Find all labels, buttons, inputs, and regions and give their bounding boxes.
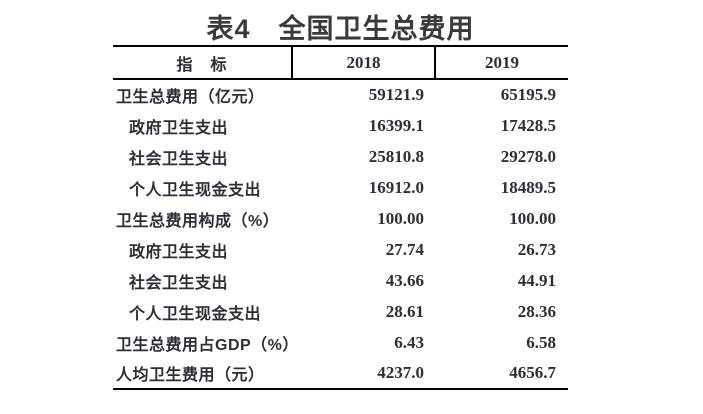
col-header-indicator: 指 标 bbox=[113, 45, 292, 80]
row-label: 政府卫生支出 bbox=[129, 243, 229, 261]
row-value-2019: 4656.7 bbox=[435, 358, 568, 390]
health-expenditure-table: 指 标 2018 2019 卫生总费用（亿元） 59121.9 65195.9 … bbox=[113, 45, 568, 390]
col-header-2018: 2018 bbox=[291, 45, 435, 80]
table-row: 卫生总费用占GDP（%） 6.43 6.58 bbox=[113, 327, 568, 358]
table-row: 个人卫生现金支出 28.61 28.36 bbox=[113, 296, 568, 327]
row-label: 卫生总费用占GDP（%） bbox=[116, 336, 299, 354]
row-value-2018: 28.61 bbox=[385, 301, 424, 321]
table-row: 人均卫生费用（元） 4237.0 4656.7 bbox=[113, 358, 568, 390]
table-title: 表4 全国卫生总费用 bbox=[206, 14, 475, 44]
row-value-2018: 4237.0 bbox=[292, 358, 435, 390]
row-value-2018: 43.66 bbox=[385, 270, 424, 290]
row-value-2019: 18489.5 bbox=[500, 177, 556, 197]
row-value-2019: 6.58 bbox=[526, 332, 556, 352]
table-row: 个人卫生现金支出 16912.0 18489.5 bbox=[113, 172, 568, 203]
row-label: 个人卫生现金支出 bbox=[129, 305, 262, 323]
row-label: 社会卫生支出 bbox=[129, 274, 229, 292]
row-label: 社会卫生支出 bbox=[129, 150, 229, 168]
table-row: 卫生总费用构成（%） 100.00 100.00 bbox=[113, 203, 568, 234]
col-header-2019: 2019 bbox=[434, 45, 568, 80]
table-row: 政府卫生支出 16399.1 17428.5 bbox=[113, 110, 568, 141]
table-row: 社会卫生支出 43.66 44.91 bbox=[113, 265, 568, 296]
row-label: 人均卫生费用（元） bbox=[113, 358, 292, 390]
row-value-2019: 17428.5 bbox=[500, 115, 556, 135]
table-row: 政府卫生支出 27.74 26.73 bbox=[113, 234, 568, 265]
row-value-2018: 27.74 bbox=[385, 239, 424, 259]
row-value-2018: 100.00 bbox=[377, 208, 424, 228]
row-label: 卫生总费用（亿元） bbox=[116, 89, 265, 106]
row-value-2018: 16912.0 bbox=[368, 177, 424, 197]
header-row: 指 标 2018 2019 bbox=[113, 45, 568, 80]
row-label: 卫生总费用构成（%） bbox=[116, 212, 280, 230]
row-value-2019: 65195.9 bbox=[500, 85, 556, 104]
row-label: 个人卫生现金支出 bbox=[129, 181, 262, 199]
row-value-2019: 26.73 bbox=[517, 239, 556, 259]
row-value-2019: 29278.0 bbox=[500, 146, 556, 166]
row-value-2018: 59121.9 bbox=[368, 85, 424, 104]
row-value-2018: 6.43 bbox=[394, 332, 424, 352]
row-value-2019: 44.91 bbox=[517, 270, 556, 290]
table-row: 卫生总费用（亿元） 59121.9 65195.9 bbox=[113, 79, 568, 110]
row-value-2019: 28.36 bbox=[517, 301, 556, 321]
row-value-2019: 100.00 bbox=[509, 208, 556, 228]
row-value-2018: 16399.1 bbox=[368, 115, 424, 135]
table-row: 社会卫生支出 25810.8 29278.0 bbox=[113, 141, 568, 172]
row-label: 政府卫生支出 bbox=[129, 119, 229, 137]
row-value-2018: 25810.8 bbox=[368, 146, 424, 166]
